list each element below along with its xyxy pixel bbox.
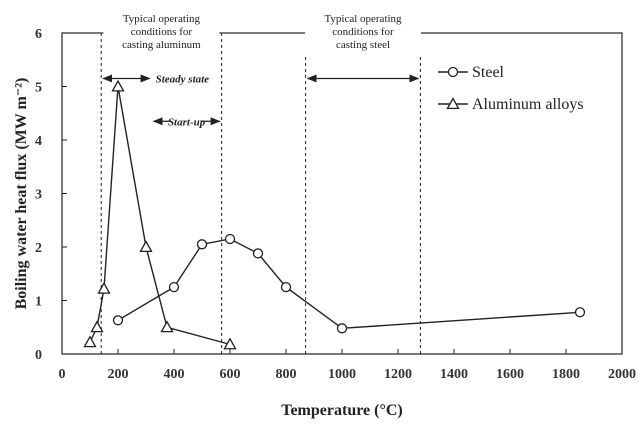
steel-point [112, 315, 124, 326]
y-tick-label: 3 [35, 188, 42, 203]
legend-steel-label: Steel [472, 64, 505, 81]
start-up-label: Start-up [168, 116, 206, 128]
aluminum-point [97, 281, 111, 294]
aluminum-point [223, 337, 237, 350]
steel-point [280, 281, 292, 293]
aluminum-point [160, 320, 174, 333]
legend-aluminum-label: Aluminum alloys [472, 96, 584, 113]
x-axis-title: Temperature (°C) [281, 402, 402, 419]
x-tick-label: 2000 [608, 367, 636, 382]
label-line: conditions for [131, 26, 193, 38]
y-tick-label: 5 [35, 81, 42, 96]
aluminum-range-label: Typical operating conditions for casting a… [122, 13, 201, 51]
x-tick-label: 600 [220, 367, 241, 382]
steel-point [336, 323, 348, 334]
steel-line [117, 238, 581, 330]
legend: Steel Aluminum alloys [438, 64, 584, 113]
x-tick-label: 0 [59, 367, 66, 382]
plot-frame [61, 32, 623, 355]
steel-point [168, 281, 180, 293]
label-line: casting aluminum [122, 39, 201, 51]
y-tick-label: 2 [35, 241, 42, 256]
label-line: conditions for [332, 26, 394, 38]
y-tick-label: 6 [35, 27, 42, 42]
x-tick-label: 1000 [328, 367, 356, 382]
steel-point [196, 239, 208, 250]
steel-point [574, 307, 586, 318]
steel-point [224, 233, 236, 245]
x-tick-label: 200 [108, 367, 129, 382]
x-tick-label: 400 [164, 367, 185, 382]
y-tick-label: 1 [35, 295, 42, 310]
legend-steel-marker [447, 66, 459, 78]
label-line: Typical operating [123, 13, 201, 25]
aluminum-point [111, 79, 125, 92]
axes: 0 200 400 600 800 1000 1200 1400 1600 1800 2000 0 1 2… [13, 27, 636, 419]
annotations: Typical operating conditions for casting a… [100, 10, 421, 354]
aluminum-series [83, 79, 237, 350]
x-tick-label: 1400 [440, 367, 468, 382]
steel-point [252, 248, 264, 259]
steady-state-label: Steady state [156, 73, 210, 85]
legend-aluminum-marker [446, 97, 460, 110]
data-series [83, 79, 586, 350]
y-axis-title: Boiling water heat flux (MW m⁻²) [13, 78, 30, 310]
aluminum-point [83, 335, 97, 348]
range-label-bg [103, 10, 220, 54]
x-tick-label: 1800 [552, 367, 580, 382]
steel-series [112, 233, 586, 334]
aluminum-line [89, 86, 231, 346]
x-tick-label: 800 [276, 367, 297, 382]
label-line: casting steel [336, 39, 390, 51]
x-tick-label: 1200 [384, 367, 412, 382]
range-label-bg [305, 10, 421, 54]
y-tick-label: 4 [35, 134, 42, 149]
y-tick-label: 0 [35, 348, 42, 363]
aluminum-point [90, 320, 104, 333]
label-line: Typical operating [324, 13, 402, 25]
aluminum-point [139, 240, 153, 253]
x-tick-label: 1600 [496, 367, 524, 382]
steel-range-label: Typical operating conditions for casting s… [324, 13, 402, 51]
